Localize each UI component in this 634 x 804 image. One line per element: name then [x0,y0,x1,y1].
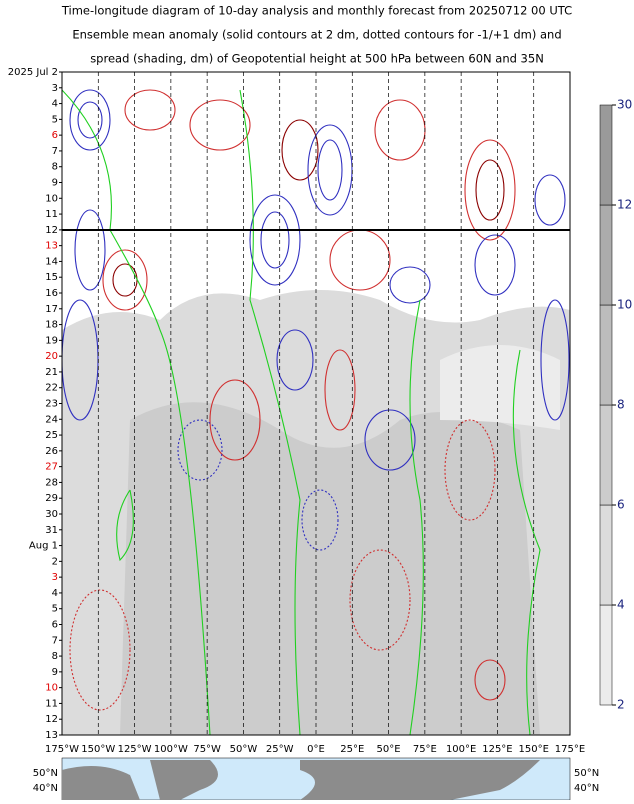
y-tick-label: 11 [45,209,58,220]
x-tick-label: 50°E [377,744,401,755]
x-tick-label: 150°E [519,744,549,755]
map-lat-label: 40°N [574,783,599,794]
x-tick-label: 175°E [555,744,585,755]
y-tick-label: 8 [52,651,58,662]
y-tick-label: 25 [45,430,58,441]
y-tick-label: 17 [45,304,58,315]
y-tick-label: 2 [52,556,58,567]
y-tick-label: 9 [52,178,58,189]
y-tick-label: 13 [45,730,58,741]
x-tick-label: 50°W [230,744,258,755]
x-tick-label: 0°E [307,744,325,755]
y-tick-label: 5 [52,604,58,615]
y-tick-label: 29 [45,493,58,504]
colorbar-label: 10 [617,298,632,312]
y-tick-label: 3 [52,83,58,94]
y-tick-label: 23 [45,399,58,410]
y-tick-label: 9 [52,667,58,678]
y-tick-label: 4 [52,588,58,599]
y-tick-label: 7 [52,635,58,646]
y-tick-label: 4 [52,99,58,110]
x-tick-label: 100°W [154,744,188,755]
chart-title: spread (shading, dm) of Geopotential hei… [90,52,544,66]
map-lat-label: 50°N [574,768,599,779]
y-tick-label: 6 [52,620,58,631]
y-tick-label: 10 [45,193,58,204]
y-tick-label: 18 [45,320,58,331]
map-lat-label: 40°N [33,783,58,794]
y-tick-label: 5 [52,114,58,125]
y-tick-label: 26 [45,446,58,457]
colorbar-label: 6 [617,498,625,512]
y-tick-label: 10 [45,683,58,694]
y-tick-label: 15 [45,272,58,283]
chart-title: Ensemble mean anomaly (solid contours at… [72,28,561,42]
y-tick-label: Aug 1 [29,541,58,552]
x-tick-label: 25°E [340,744,364,755]
colorbar-label: 4 [617,598,625,612]
x-tick-label: 175°W [45,744,79,755]
colorbar-label: 12 [617,198,632,212]
colorbar-label: 8 [617,398,625,412]
y-tick-label: 22 [45,383,58,394]
y-tick-label: 8 [52,162,58,173]
x-tick-label: 75°W [193,744,221,755]
y-tick-label: 24 [45,414,58,425]
y-tick-label: 27 [45,462,58,473]
map-lat-label: 50°N [33,768,58,779]
y-tick-label: 12 [45,225,58,236]
y-tick-label: 20 [45,351,58,362]
x-tick-label: 100°E [446,744,476,755]
y-tick-label: 28 [45,477,58,488]
y-tick-label: 31 [45,525,58,536]
chart-title: Time-longitude diagram of 10-day analysi… [61,4,572,18]
y-tick-label: 19 [45,335,58,346]
colorbar-segment [599,304,613,406]
colorbar-segment [599,604,613,706]
y-tick-label: 30 [45,509,58,520]
y-tick-label: 13 [45,241,58,252]
y-tick-label: 2025 Jul 2 [8,67,58,78]
y-tick-label: 7 [52,146,58,157]
x-tick-label: 150°W [81,744,115,755]
colorbar-segment [599,104,613,206]
colorbar-segment [599,204,613,306]
x-tick-label: 75°E [413,744,437,755]
y-tick-label: 16 [45,288,58,299]
y-tick-label: 3 [52,572,58,583]
contour-field [62,72,570,735]
x-tick-label: 125°E [482,744,512,755]
colorbar-segment [599,404,613,506]
x-tick-label: 125°W [118,744,152,755]
y-tick-label: 14 [45,256,58,267]
y-tick-label: 12 [45,714,58,725]
colorbar-label: 2 [617,698,625,712]
y-tick-label: 21 [45,367,58,378]
colorbar-segment [599,504,613,606]
x-tick-label: 25°W [266,744,294,755]
y-tick-label: 6 [52,130,58,141]
colorbar-label: 30 [617,98,632,112]
y-tick-label: 11 [45,698,58,709]
